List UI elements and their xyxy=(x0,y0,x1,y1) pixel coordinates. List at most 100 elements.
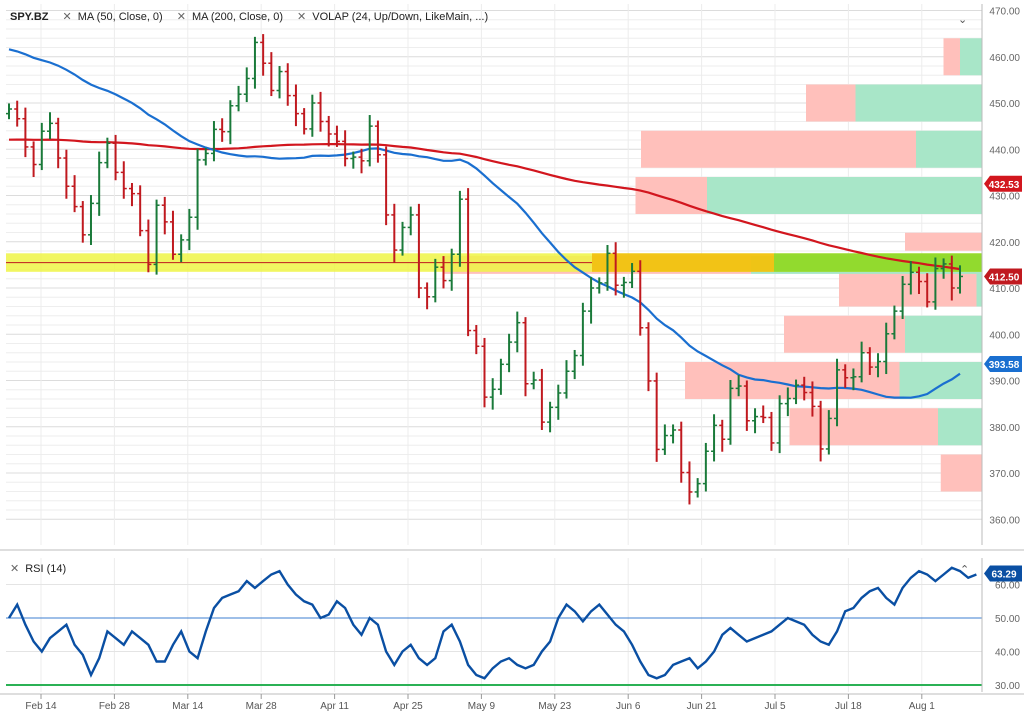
symbol-label[interactable]: SPY.BZ xyxy=(10,10,49,23)
price-bar xyxy=(153,199,160,275)
price-bar xyxy=(284,63,291,106)
rsi-y-tick-label: 50.00 xyxy=(995,614,1020,625)
price-bar xyxy=(842,364,849,388)
volume-bar-up xyxy=(916,130,982,168)
remove-study-icon[interactable]: ✕ xyxy=(62,11,72,23)
price-bar xyxy=(30,141,37,177)
price-bar xyxy=(809,381,816,417)
price-bar xyxy=(645,322,652,392)
rsi-y-tick-label: 60.00 xyxy=(995,581,1020,592)
price-bar xyxy=(604,244,611,291)
volume-bar-up xyxy=(938,408,982,446)
price-bar xyxy=(399,221,406,256)
price-bar xyxy=(473,325,480,355)
price-bar xyxy=(940,258,947,279)
y-tick-label: 400.00 xyxy=(989,330,1020,341)
y-tick-label: 460.00 xyxy=(989,53,1020,64)
price-bar xyxy=(358,148,365,174)
price-bar xyxy=(825,410,832,455)
x-tick-label: Apr 25 xyxy=(393,701,423,712)
rsi-badge-bg xyxy=(984,565,1022,582)
price-bar xyxy=(784,387,791,417)
remove-study-icon[interactable]: ✕ xyxy=(297,11,307,23)
remove-study-icon[interactable]: ✕ xyxy=(176,11,186,23)
price-bar xyxy=(128,183,135,207)
price-bar xyxy=(612,242,619,296)
price-bars xyxy=(6,34,963,505)
study-volap[interactable]: ✕ VOLAP (24, Up/Down, LikeMain, ...) xyxy=(297,10,488,23)
price-bar xyxy=(342,130,349,167)
volume-bar-up xyxy=(905,315,982,353)
price-badge-bg xyxy=(984,268,1022,285)
price-badge: 412.50 xyxy=(984,268,1022,285)
price-bar xyxy=(202,147,209,166)
price-bar xyxy=(538,368,545,430)
volume-bar-up xyxy=(855,84,982,122)
price-bar xyxy=(563,360,570,399)
volume-bar-down xyxy=(839,269,977,307)
price-bar xyxy=(104,137,111,169)
price-badge-bg xyxy=(984,175,1022,192)
price-bar xyxy=(957,265,963,294)
price-bar xyxy=(169,210,176,260)
x-tick-label: Jul 18 xyxy=(835,701,862,712)
price-highlight-band-down xyxy=(592,253,774,272)
price-bar xyxy=(260,34,267,76)
price-bar xyxy=(415,203,422,299)
price-bar xyxy=(63,149,70,199)
price-bar xyxy=(219,118,226,142)
price-bar xyxy=(875,353,882,378)
price-bar xyxy=(629,263,636,288)
price-bar xyxy=(301,108,308,135)
rsi-badge-value: 63.29 xyxy=(991,569,1016,580)
price-bar xyxy=(440,256,447,289)
price-bar xyxy=(883,322,890,375)
price-bar xyxy=(186,208,193,251)
price-bar xyxy=(292,84,299,127)
price-bar xyxy=(71,175,78,213)
price-bar xyxy=(407,206,414,236)
price-bar xyxy=(817,400,824,462)
study-ma200[interactable]: ✕ MA (200, Close, 0) xyxy=(177,10,283,23)
price-bar xyxy=(161,196,168,235)
x-tick-label: Apr 11 xyxy=(320,701,349,712)
price-bar xyxy=(96,151,103,216)
rsi-y-tick-label: 40.00 xyxy=(995,648,1020,659)
ma50-line xyxy=(8,48,961,399)
price-bar xyxy=(210,121,217,162)
y-tick-label: 440.00 xyxy=(989,145,1020,156)
price-bar xyxy=(596,277,603,294)
volume-bar-down xyxy=(685,362,900,399)
price-badge: 393.58 xyxy=(984,355,1022,372)
price-bar xyxy=(620,276,627,298)
price-bar xyxy=(38,122,45,171)
price-bar xyxy=(309,94,316,137)
price-badge-value: 393.58 xyxy=(989,360,1020,371)
price-bar xyxy=(194,148,201,230)
price-bar xyxy=(55,117,62,169)
price-bar xyxy=(776,395,783,454)
rsi-collapse-chevron-icon[interactable]: ⌃ xyxy=(960,564,970,576)
legend-collapse-chevron-icon[interactable]: ⌄ xyxy=(958,14,968,26)
y-tick-label: 370.00 xyxy=(989,469,1020,480)
y-tick-label: 360.00 xyxy=(989,515,1020,526)
rsi-y-tick-label: 30.00 xyxy=(995,681,1020,692)
price-bar xyxy=(87,195,94,245)
price-bar xyxy=(678,421,685,483)
price-bar xyxy=(432,258,439,303)
study-ma50[interactable]: ✕ MA (50, Close, 0) xyxy=(63,10,163,23)
price-bar xyxy=(137,185,144,237)
x-tick-label: May 9 xyxy=(468,701,496,712)
x-tick-label: Aug 1 xyxy=(909,701,936,712)
rsi-legend: ✕ RSI (14) xyxy=(10,562,66,575)
price-bar xyxy=(661,424,668,455)
price-bar xyxy=(120,161,127,199)
volume-bar-down xyxy=(784,315,905,353)
remove-study-icon[interactable]: ✕ xyxy=(10,563,20,575)
volume-bar-up xyxy=(899,362,982,399)
price-bar xyxy=(743,380,750,431)
price-bar xyxy=(834,358,841,427)
price-bar xyxy=(948,255,955,301)
volume-bar-down xyxy=(905,232,982,251)
